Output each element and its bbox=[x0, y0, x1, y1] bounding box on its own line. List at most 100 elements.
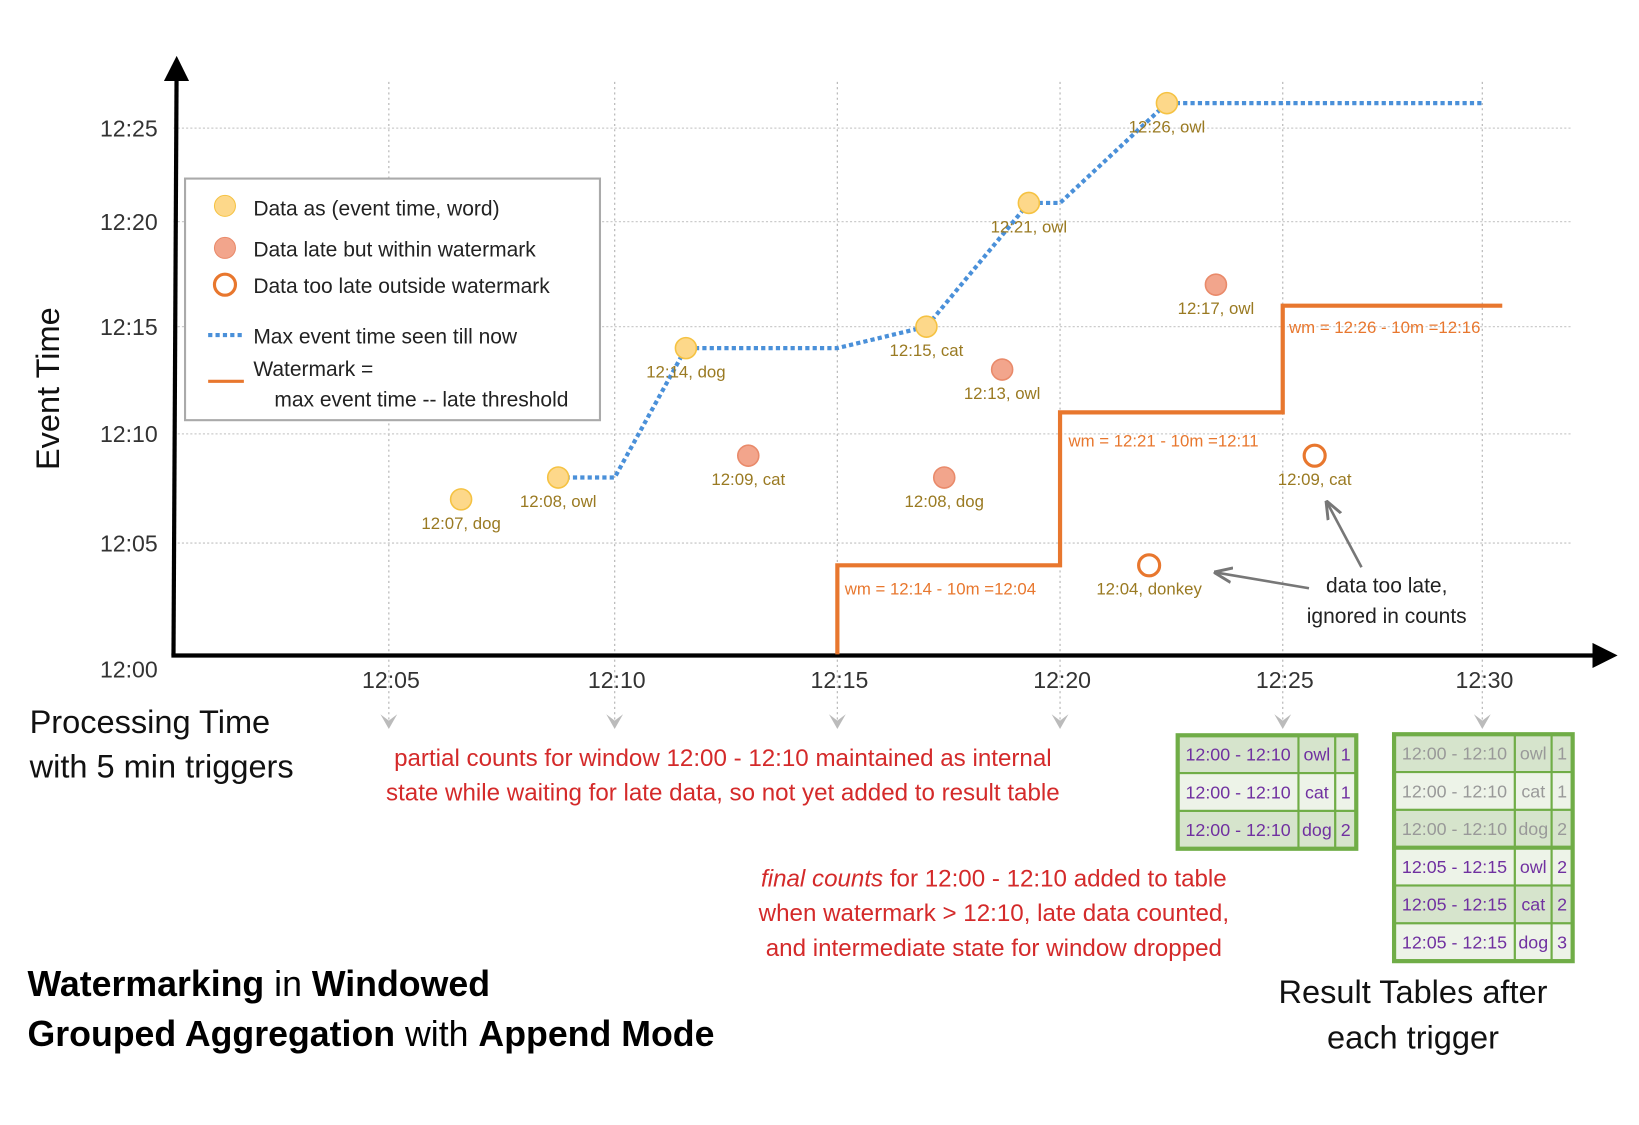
word-cell: cat bbox=[1521, 781, 1545, 801]
x-tick-label: 12:20 bbox=[1033, 667, 1091, 693]
final-counts-note: final counts for 12:00 - 12:10 added to … bbox=[761, 866, 1227, 893]
y-tick-label: 12:25 bbox=[100, 116, 158, 142]
trigger-arrow-icon bbox=[1051, 714, 1069, 729]
data-point-label: 12:26, owl bbox=[1129, 118, 1206, 137]
legend-too-late-marker bbox=[212, 272, 238, 297]
count-cell: 1 bbox=[1557, 781, 1567, 801]
trigger-arrow-icon bbox=[1473, 714, 1491, 729]
window-cell: 12:05 - 12:15 bbox=[1402, 933, 1507, 953]
data-point-late bbox=[1204, 273, 1228, 296]
x-axis-label-2: with 5 min triggers bbox=[29, 748, 294, 784]
data-point-on-time bbox=[449, 488, 473, 511]
word-cell: owl bbox=[1520, 743, 1547, 763]
window-cell: 12:00 - 12:10 bbox=[1402, 781, 1507, 801]
data-point-late bbox=[990, 358, 1014, 381]
count-cell: 1 bbox=[1341, 782, 1351, 802]
x-tick-label: 12:10 bbox=[588, 667, 646, 693]
title-segment: with bbox=[395, 1014, 478, 1054]
x-axis-label: Processing Time bbox=[30, 704, 271, 740]
count-cell: 2 bbox=[1557, 819, 1567, 839]
word-cell: dog bbox=[1302, 820, 1332, 840]
data-point-label: 12:08, owl bbox=[520, 492, 597, 511]
watermark-line bbox=[835, 303, 1503, 655]
trigger-arrow-icon bbox=[1274, 714, 1292, 729]
window-cell: 12:05 - 12:15 bbox=[1402, 857, 1507, 877]
x-tick-label: 12:05 bbox=[362, 667, 420, 693]
word-cell: owl bbox=[1520, 857, 1547, 877]
table-row: 12:00 - 12:10 owl 1 bbox=[1176, 734, 1358, 775]
word-cell: dog bbox=[1518, 933, 1548, 953]
data-point-late bbox=[932, 466, 956, 489]
table-row: 12:05 - 12:15 dog 3 bbox=[1393, 922, 1574, 963]
title-segment: Grouped Aggregation bbox=[27, 1014, 395, 1054]
data-point-late bbox=[736, 444, 760, 467]
table-row: 12:00 - 12:10 dog 2 bbox=[1176, 809, 1358, 850]
count-cell: 2 bbox=[1557, 895, 1567, 915]
legend: Data as (event time, word) Data late but… bbox=[183, 177, 602, 422]
data-point-on-time bbox=[1155, 91, 1179, 115]
y-tick-label: 12:10 bbox=[100, 421, 158, 447]
legend-late-label: Data late but within watermark bbox=[253, 238, 536, 261]
final-counts-note-2: when watermark > 12:10, late data counte… bbox=[758, 900, 1229, 927]
watermark-label: wm = 12:26 - 10m =12:16 bbox=[1288, 318, 1480, 337]
data-point-on-time bbox=[1017, 191, 1041, 215]
table-row: 12:05 - 12:15 owl 2 bbox=[1393, 846, 1574, 887]
data-point-label: 12:17, owl bbox=[1178, 299, 1255, 318]
x-tick-label: 12:30 bbox=[1456, 667, 1514, 693]
final-counts-note-3: and intermediate state for window droppe… bbox=[766, 935, 1222, 962]
window-cell: 12:00 - 12:10 bbox=[1186, 782, 1291, 802]
data-point-label: 12:09, cat bbox=[711, 470, 785, 489]
axes: Event Time bbox=[30, 55, 1618, 669]
too-late-annotation: data too late, ignored in counts bbox=[1216, 502, 1467, 628]
svg-text:ignored in counts: ignored in counts bbox=[1307, 605, 1467, 628]
y-axis-label: Event Time bbox=[30, 307, 66, 470]
window-cell: 12:00 - 12:10 bbox=[1186, 745, 1291, 765]
data-point-label: 12:09, cat bbox=[1278, 470, 1352, 489]
x-tick-label: 12:15 bbox=[811, 667, 869, 693]
table-row: 12:00 - 12:10 cat 1 bbox=[1176, 772, 1358, 812]
result-table-12-30: 12:00 - 12:10 owl 112:00 - 12:10 cat 112:00 … bbox=[1391, 732, 1575, 964]
data-point-label: 12:14, dog bbox=[646, 363, 725, 382]
title-segment: Windowed bbox=[312, 964, 490, 1004]
word-cell: owl bbox=[1303, 745, 1330, 765]
trigger-arrow-icon bbox=[380, 714, 398, 729]
data-point-label: 12:21, owl bbox=[991, 217, 1068, 236]
partial-counts-note-2: state while waiting for late data, so no… bbox=[386, 779, 1060, 806]
x-tick-label: 12:25 bbox=[1256, 667, 1314, 693]
partial-counts-note: partial counts for window 12:00 - 12:10 … bbox=[394, 745, 1052, 772]
legend-on-time-label: Data as (event time, word) bbox=[253, 197, 499, 220]
window-cell: 12:00 - 12:10 bbox=[1402, 743, 1507, 763]
watermark-label: wm = 12:14 - 10m =12:04 bbox=[844, 580, 1036, 599]
result-tables-caption: Result Tables after bbox=[1279, 974, 1548, 1010]
max-event-time-line bbox=[558, 101, 1483, 480]
result-tables-caption-2: each trigger bbox=[1327, 1019, 1499, 1055]
data-point-label: 12:08, dog bbox=[905, 492, 984, 511]
diagram-title-2: Grouped Aggregation with Append Mode bbox=[27, 1014, 714, 1054]
trigger-arrow-icon bbox=[606, 714, 624, 729]
window-cell: 12:00 - 12:10 bbox=[1186, 820, 1291, 840]
legend-on-time-marker bbox=[213, 194, 236, 217]
y-tick-label: 12:20 bbox=[100, 209, 158, 235]
word-cell: cat bbox=[1305, 782, 1329, 802]
title-segment: in bbox=[264, 964, 312, 1004]
legend-too-late-label: Data too late outside watermark bbox=[253, 275, 550, 298]
data-point-too-late bbox=[1302, 443, 1327, 468]
trigger-arrow-icon bbox=[828, 714, 846, 729]
data-point-label: 12:13, owl bbox=[964, 384, 1041, 403]
data-point-label: 12:07, dog bbox=[421, 514, 500, 533]
window-cell: 12:05 - 12:15 bbox=[1402, 895, 1507, 915]
data-point-on-time bbox=[915, 315, 938, 338]
count-cell: 1 bbox=[1341, 745, 1351, 765]
window-cell: 12:00 - 12:10 bbox=[1402, 819, 1507, 839]
svg-text:data too late,: data too late, bbox=[1326, 574, 1447, 597]
count-cell: 1 bbox=[1557, 743, 1567, 763]
title-segment: Watermarking bbox=[27, 964, 264, 1004]
data-point-too-late bbox=[1137, 553, 1162, 578]
y-axis bbox=[163, 55, 190, 656]
y-tick-label: 12:00 bbox=[100, 657, 158, 683]
watermark-label: wm = 12:21 - 10m =12:11 bbox=[1067, 431, 1258, 450]
table-row: 12:00 - 12:10 cat 1 bbox=[1393, 771, 1574, 811]
data-point-label: 12:04, donkey bbox=[1096, 580, 1202, 599]
data-point-on-time bbox=[674, 336, 698, 360]
